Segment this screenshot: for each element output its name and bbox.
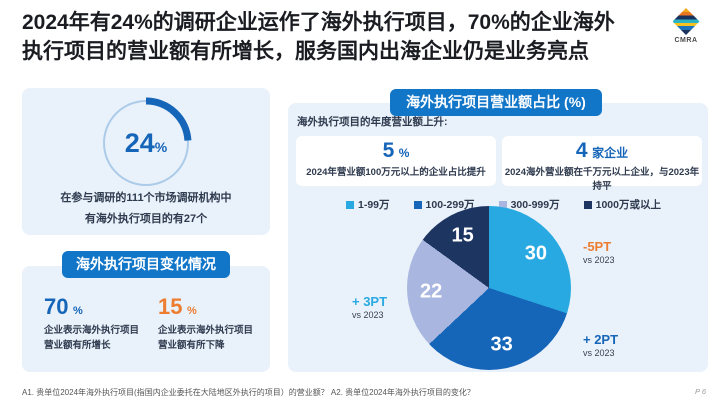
cmra-logo: CMRA [664,8,708,44]
donut-chart: 24 % [100,97,192,189]
annotation-delta: + 2PT [583,332,619,347]
legend-label: 300-999万 [510,199,560,211]
highlight-4firms-value: 4 [575,139,588,162]
change-card [22,266,270,372]
annotation-plus2pt: + 2PT vs 2023 [583,332,618,358]
donut-arc [100,97,192,189]
legend-label: 1000万或以上 [595,199,661,211]
legend-swatch-icon [498,200,507,209]
highlight-card-4firms: 4 家企业 2024海外营业额在千万元以上企业，与2023年持平 [502,136,702,192]
legend-swatch-icon [346,200,354,209]
cmra-logo-icon [672,8,700,35]
donut-value: 24 [124,127,155,158]
donut-unit: % [154,139,168,155]
stat-increase: 70 % 企业表示海外执行项目 营业额有所增长 [44,294,156,353]
page-title: 2024年有24%的调研企业运作了海外执行项目，70%的企业海外 执行项目的营业… [22,9,670,66]
stat-increase-value: 70 [44,294,69,319]
annotation-vs: vs 2023 [583,348,615,358]
legend-item: 300-999万 [498,197,560,212]
legend-swatch-icon [583,200,592,209]
legend-label: 100-299万 [425,199,475,211]
stat-decrease-value: 15 [158,294,183,319]
overview-caption-line1: 在参与调研的111个市场调研机构中 [60,192,232,204]
highlight-5pct-value: 5 [382,139,395,162]
annotation-minus5pt: -5PT vs 2023 [583,239,615,265]
pie-slice-label: 30 [524,242,548,265]
legend-swatch-icon [413,200,422,209]
legend-item: 1000万或以上 [583,197,661,212]
pie-chart: 30 33 22 15 [407,206,571,370]
donut-center-label: 24 % [100,97,192,189]
annotation-delta: + 3PT [352,294,388,309]
highlight-5pct-caption: 2024年营业额100万元以上的企业占比提升 [306,167,486,178]
revenue-section-header: 海外执行项目营业额占比 (%) [390,89,602,116]
cmra-logo-text: CMRA [674,37,698,44]
revenue-intro: 海外执行项目的年度营业额上升: [297,116,448,128]
pie-slice-label: 22 [419,280,443,303]
highlight-4firms-caption: 2024海外营业额在千万元以上企业，与2023年持平 [504,167,700,192]
legend-item: 1-99万 [346,197,390,212]
stat-decrease-caption: 企业表示海外执行项目 营业额有所下降 [158,325,254,351]
overview-card [22,88,270,235]
page-title-line2: 执行项目的营业额有所增长，服务国内出海企业仍是业务亮点 [22,39,589,63]
highlight-4firms-unit: 家企业 [592,146,629,160]
stat-increase-caption: 企业表示海外执行项目 营业额有所增长 [44,325,140,351]
highlight-card-5pct: 5 % 2024年营业额100万元以上的企业占比提升 [296,136,496,186]
page-title-line1: 2024年有24%的调研企业运作了海外执行项目，70%的企业海外 [22,11,615,34]
annotation-vs: vs 2023 [583,255,615,265]
donut-svg [100,97,192,189]
legend-item: 100-299万 [413,197,475,212]
footnote: A1. 贵单位2024年海外执行项目(指国内企业委托在大陆地区外执行的项目）的营… [22,388,475,397]
annotation-delta: -5PT [583,239,612,254]
highlight-5pct-unit: % [398,146,410,160]
annotation-vs: vs 2023 [352,310,384,320]
page-number: P 6 [695,387,706,396]
pie-legend: 1-99万 100-299万 300-999万 1000万或以上 [346,197,661,212]
legend-label: 1-99万 [358,199,390,211]
stat-increase-unit: % [72,305,83,317]
overview-caption-line2: 有海外执行项目的有27个 [84,212,208,225]
pie-slice-label: 33 [490,333,513,356]
annotation-plus3pt: + 3PT vs 2023 [352,294,387,320]
pie-slice-label: 15 [451,224,474,247]
stat-decrease: 15 % 企业表示海外执行项目 营业额有所下降 [158,294,270,353]
stat-decrease-unit: % [186,305,197,317]
overview-caption: 在参与调研的111个市场调研机构中 有海外执行项目的有27个 [22,188,270,230]
change-section-header: 海外执行项目变化情况 [62,251,230,278]
